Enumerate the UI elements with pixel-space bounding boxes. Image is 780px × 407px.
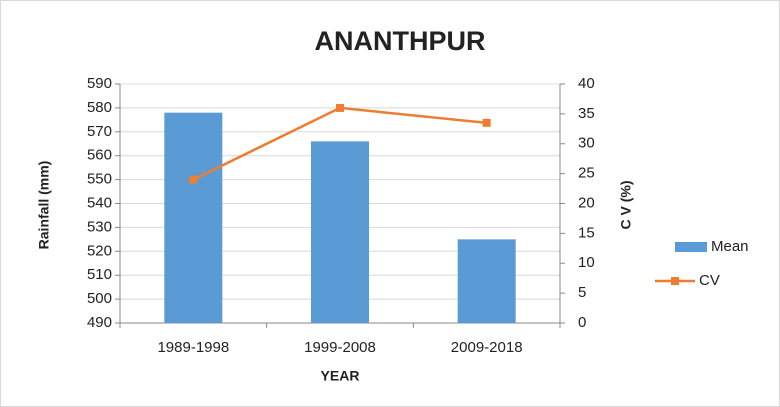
y2-tick-label: 15 <box>578 224 595 241</box>
line-marker <box>482 118 491 127</box>
y2-tick-label: 25 <box>578 165 595 182</box>
y-tick-label: 590 <box>87 75 112 92</box>
y-axis-title: Rainfall (mm) <box>36 161 52 250</box>
bar <box>457 239 516 323</box>
y-tick-label: 530 <box>87 218 112 235</box>
y2-tick-label: 5 <box>578 284 586 301</box>
bar <box>164 112 223 324</box>
y-tick-label: 520 <box>87 242 112 259</box>
y2-tick-label: 30 <box>578 135 595 152</box>
y2-tick-label: 0 <box>578 314 586 331</box>
legend-swatch <box>675 242 707 252</box>
y-tick-label: 510 <box>87 266 112 283</box>
y-tick-label: 500 <box>87 290 112 307</box>
bar <box>311 141 369 323</box>
chart-title: ANANTHPUR <box>315 26 486 56</box>
line-marker <box>189 175 198 184</box>
x-axis-title: YEAR <box>321 368 360 384</box>
legend-marker <box>671 277 679 285</box>
x-tick-label: 1999-2008 <box>304 339 376 356</box>
y2-tick-label: 35 <box>578 105 595 122</box>
y-tick-label: 540 <box>87 194 112 211</box>
x-tick-label: 2009-2018 <box>451 339 523 356</box>
y-tick-label: 570 <box>87 123 112 140</box>
line-marker <box>336 103 344 112</box>
y-tick-label: 490 <box>87 314 112 331</box>
y-tick-label: 560 <box>87 147 112 164</box>
legend-label: CV <box>699 272 720 289</box>
y2-tick-label: 20 <box>578 194 595 211</box>
x-tick-label: 1989-1998 <box>157 339 229 356</box>
y2-axis-title: C V (%) <box>618 181 634 230</box>
y2-tick-label: 40 <box>578 75 595 92</box>
y2-tick-label: 10 <box>578 254 595 271</box>
legend-label: Mean <box>711 238 749 255</box>
y-tick-label: 550 <box>87 171 112 188</box>
y-tick-label: 580 <box>87 99 112 116</box>
